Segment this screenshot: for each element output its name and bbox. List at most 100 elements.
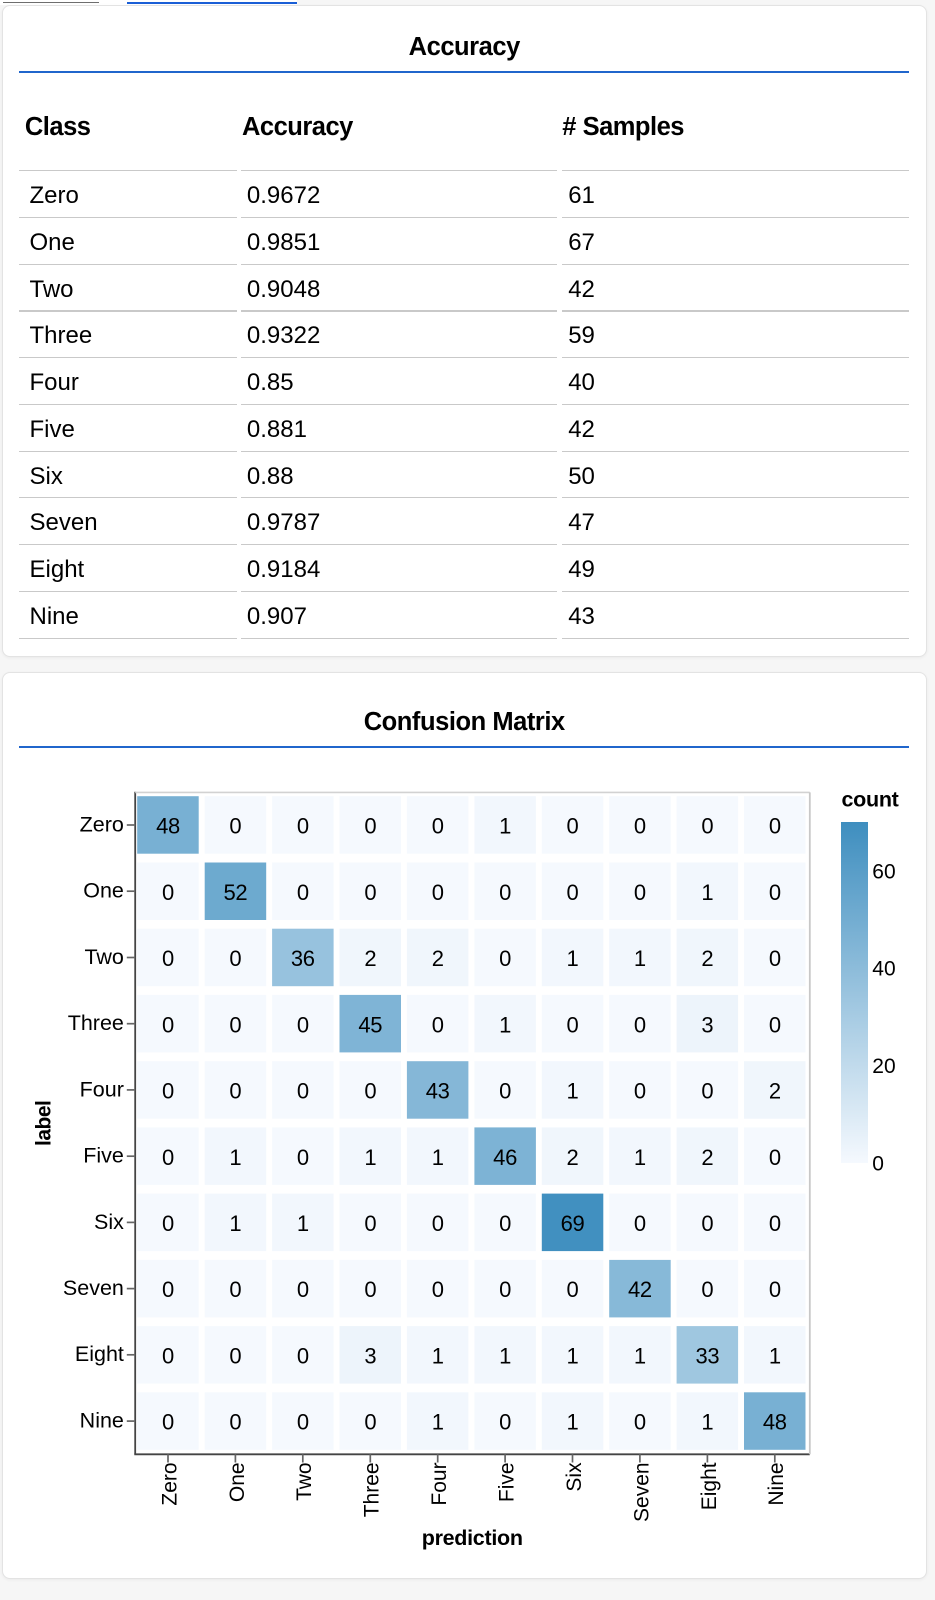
svg-text:Two: Two: [84, 945, 123, 969]
svg-text:42: 42: [628, 1277, 652, 1302]
svg-text:1: 1: [701, 1410, 713, 1435]
svg-text:2: 2: [364, 946, 376, 971]
svg-text:1: 1: [297, 1211, 309, 1236]
svg-text:0: 0: [364, 1211, 376, 1236]
svg-text:2: 2: [432, 946, 444, 971]
svg-text:0: 0: [567, 880, 579, 905]
svg-text:prediction: prediction: [422, 1526, 523, 1550]
svg-text:1: 1: [567, 1079, 579, 1104]
svg-text:1: 1: [499, 814, 511, 839]
svg-text:0: 0: [229, 1277, 241, 1302]
svg-text:1: 1: [701, 880, 713, 905]
svg-text:count: count: [842, 788, 899, 812]
svg-text:2: 2: [701, 946, 713, 971]
svg-text:3: 3: [701, 1012, 713, 1037]
svg-text:0: 0: [567, 1277, 579, 1302]
svg-text:Five: Five: [83, 1144, 124, 1168]
svg-text:One: One: [226, 1462, 249, 1502]
svg-text:0: 0: [872, 1153, 884, 1176]
svg-text:0: 0: [634, 1012, 646, 1037]
svg-text:0: 0: [297, 814, 309, 839]
svg-text:0: 0: [432, 814, 444, 839]
svg-text:2: 2: [567, 1145, 579, 1170]
svg-text:0: 0: [769, 814, 781, 839]
svg-text:36: 36: [291, 946, 315, 971]
svg-text:0: 0: [432, 1211, 444, 1236]
svg-text:48: 48: [156, 814, 180, 839]
svg-text:Four: Four: [428, 1462, 451, 1505]
svg-text:43: 43: [426, 1079, 450, 1104]
svg-text:0: 0: [769, 880, 781, 905]
svg-text:Zero: Zero: [158, 1462, 181, 1505]
svg-text:Eight: Eight: [698, 1462, 721, 1510]
svg-text:45: 45: [358, 1012, 382, 1037]
svg-text:0: 0: [229, 1343, 241, 1368]
svg-text:1: 1: [567, 1343, 579, 1368]
svg-text:0: 0: [162, 1012, 174, 1037]
svg-text:0: 0: [297, 1012, 309, 1037]
svg-text:0: 0: [769, 1211, 781, 1236]
svg-text:69: 69: [561, 1211, 585, 1236]
svg-text:0: 0: [162, 1211, 174, 1236]
svg-text:0: 0: [364, 814, 376, 839]
svg-text:0: 0: [701, 1079, 713, 1104]
svg-text:0: 0: [769, 1012, 781, 1037]
svg-text:Seven: Seven: [63, 1276, 124, 1300]
svg-text:3: 3: [364, 1343, 376, 1368]
svg-text:48: 48: [763, 1410, 787, 1435]
svg-text:1: 1: [634, 1343, 646, 1368]
svg-text:0: 0: [162, 1410, 174, 1435]
svg-text:0: 0: [567, 1012, 579, 1037]
svg-text:0: 0: [499, 1277, 511, 1302]
svg-text:0: 0: [162, 1277, 174, 1302]
svg-text:0: 0: [634, 1079, 646, 1104]
svg-text:label: label: [32, 1101, 55, 1146]
svg-text:20: 20: [872, 1055, 895, 1078]
svg-text:0: 0: [769, 1145, 781, 1170]
svg-text:1: 1: [634, 1145, 646, 1170]
svg-text:1: 1: [499, 1343, 511, 1368]
svg-text:0: 0: [229, 814, 241, 839]
svg-text:0: 0: [634, 814, 646, 839]
svg-text:0: 0: [701, 1277, 713, 1302]
svg-text:0: 0: [499, 1079, 511, 1104]
svg-text:2: 2: [769, 1079, 781, 1104]
svg-text:0: 0: [297, 1277, 309, 1302]
svg-text:1: 1: [432, 1410, 444, 1435]
svg-text:Six: Six: [94, 1210, 124, 1234]
svg-text:0: 0: [162, 1079, 174, 1104]
svg-text:0: 0: [297, 1145, 309, 1170]
svg-text:1: 1: [364, 1145, 376, 1170]
svg-text:0: 0: [432, 880, 444, 905]
svg-text:Two: Two: [293, 1462, 316, 1501]
svg-text:0: 0: [634, 1211, 646, 1236]
svg-text:Seven: Seven: [630, 1462, 653, 1522]
svg-text:0: 0: [229, 1012, 241, 1037]
svg-text:0: 0: [432, 1012, 444, 1037]
svg-text:0: 0: [162, 880, 174, 905]
svg-text:46: 46: [493, 1145, 517, 1170]
svg-text:Zero: Zero: [80, 812, 124, 836]
svg-text:0: 0: [634, 1410, 646, 1435]
svg-text:1: 1: [229, 1211, 241, 1236]
svg-text:40: 40: [872, 958, 895, 981]
svg-text:One: One: [83, 879, 124, 903]
svg-text:0: 0: [229, 1410, 241, 1435]
svg-text:2: 2: [701, 1145, 713, 1170]
svg-text:1: 1: [432, 1343, 444, 1368]
svg-text:0: 0: [769, 946, 781, 971]
svg-text:1: 1: [634, 946, 646, 971]
svg-text:Six: Six: [563, 1462, 586, 1492]
svg-text:1: 1: [567, 1410, 579, 1435]
svg-text:0: 0: [162, 946, 174, 971]
svg-text:0: 0: [297, 1079, 309, 1104]
svg-text:0: 0: [701, 1211, 713, 1236]
svg-text:1: 1: [567, 946, 579, 971]
svg-text:1: 1: [229, 1145, 241, 1170]
svg-text:0: 0: [701, 814, 713, 839]
svg-text:60: 60: [872, 860, 895, 883]
svg-text:Three: Three: [361, 1462, 384, 1517]
svg-text:Five: Five: [496, 1462, 519, 1502]
svg-text:0: 0: [229, 1079, 241, 1104]
svg-text:1: 1: [432, 1145, 444, 1170]
